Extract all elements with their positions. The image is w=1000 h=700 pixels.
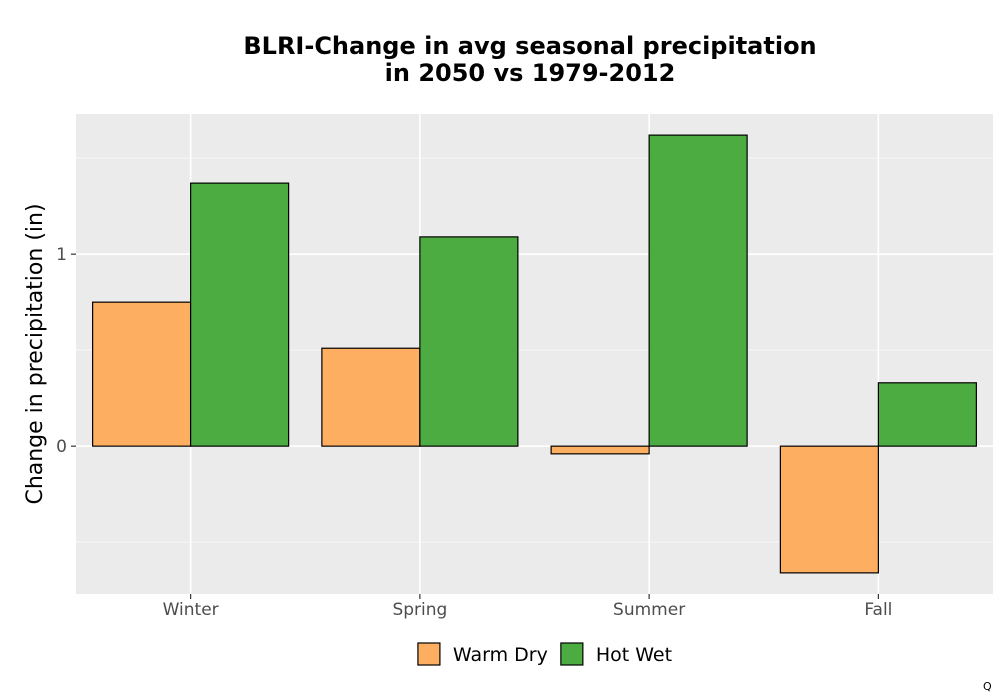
y-axis-ticks: 01: [56, 245, 76, 457]
x-tick-label: Fall: [864, 600, 892, 620]
x-tick-label: Summer: [613, 600, 685, 620]
x-axis-ticks: Winter Spring Summer Fall: [163, 594, 892, 620]
bar-warm-dry-summer: [550, 445, 650, 455]
bar-warm-dry-winter: [92, 301, 192, 447]
bar-hot-wet-winter: [190, 182, 290, 447]
chart-title-line-2: in 2050 vs 1979-2012: [385, 59, 676, 87]
x-tick-label: Spring: [392, 600, 447, 620]
x-tick-label: Winter: [163, 600, 219, 620]
y-axis-title: Change in precipitation (in): [23, 203, 48, 504]
legend-swatch: [417, 642, 441, 666]
legend-label: Warm Dry: [453, 644, 548, 666]
y-tick-label: 1: [56, 245, 67, 265]
chart-title-line-1: BLRI-Change in avg seasonal precipitatio…: [243, 32, 816, 60]
bar-hot-wet-fall: [877, 382, 977, 447]
bar-hot-wet-spring: [419, 236, 519, 447]
y-tick-label: 0: [56, 437, 67, 457]
legend-swatch: [560, 642, 584, 666]
bar-warm-dry-fall: [779, 445, 879, 574]
bar-hot-wet-summer: [648, 134, 748, 447]
bars: [92, 134, 977, 574]
legend-label: Hot Wet: [596, 644, 672, 666]
bar-warm-dry-spring: [321, 347, 421, 447]
legend: Warm Dry Hot Wet: [417, 642, 672, 666]
corner-mark: Q: [983, 680, 992, 693]
